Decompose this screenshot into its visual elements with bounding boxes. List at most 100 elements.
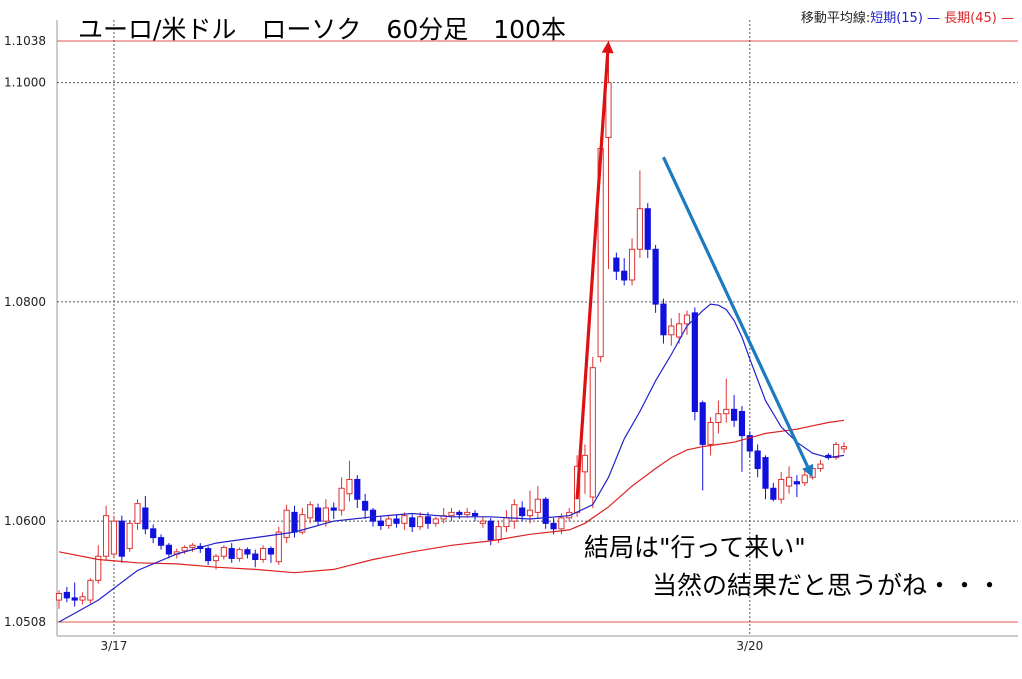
candle-body — [754, 450, 761, 470]
candle-body — [134, 503, 141, 524]
candle-body — [377, 520, 384, 527]
candle — [346, 460, 353, 502]
candle-body — [833, 443, 840, 459]
candle-body — [613, 257, 620, 272]
candle-body — [668, 325, 675, 336]
candle-body — [526, 509, 534, 517]
candle — [244, 547, 251, 559]
candle-body — [260, 548, 267, 561]
candle-body — [110, 520, 118, 555]
candle-body — [252, 553, 259, 561]
candle-body — [778, 478, 785, 500]
candle-body — [715, 413, 722, 423]
candle-body — [542, 498, 549, 524]
candle-body — [307, 504, 314, 519]
candles — [55, 41, 848, 609]
candle — [621, 258, 628, 286]
arrow-head — [601, 41, 614, 54]
y-tick-label: 1.0600 — [4, 514, 46, 528]
candle-body — [738, 411, 746, 437]
candle — [660, 298, 667, 344]
candle — [181, 545, 188, 555]
candle-body — [118, 520, 125, 557]
candle — [723, 378, 730, 423]
candle — [676, 312, 683, 344]
candle — [456, 510, 463, 519]
candle-body — [71, 597, 78, 601]
candle-body — [244, 549, 251, 555]
candle — [738, 406, 746, 472]
candle — [275, 526, 282, 565]
candle — [228, 543, 235, 563]
candle-body — [126, 522, 133, 550]
chart-frame — [56, 20, 1018, 637]
candle — [542, 497, 549, 529]
candle — [87, 578, 94, 604]
candle — [103, 505, 110, 561]
candle-body — [589, 367, 596, 498]
candle-body — [157, 537, 165, 546]
candle-body — [731, 408, 738, 421]
candle-body — [267, 548, 275, 555]
x-axis-ticks: 3/17 3/20 — [100, 639, 763, 653]
candle — [652, 244, 659, 313]
candle-body — [676, 323, 683, 338]
candle-body — [793, 481, 800, 485]
candle-body — [817, 463, 824, 470]
chart-title: ユーロ/米ドル ローソク 60分足 100本 — [78, 15, 566, 44]
candle — [793, 475, 800, 498]
candle-body — [220, 546, 227, 557]
candle-body — [495, 526, 502, 541]
candle-body — [636, 208, 643, 250]
arrow-shaft — [575, 52, 610, 500]
candle — [330, 502, 337, 519]
candle-body — [456, 511, 463, 516]
legend-short-ma: 短期(15) — [870, 11, 923, 26]
candle — [628, 238, 636, 286]
candle — [283, 504, 290, 544]
candle-body — [503, 517, 510, 528]
candle — [157, 534, 165, 550]
arrow-head — [802, 463, 813, 478]
candle-body — [87, 579, 94, 601]
candle — [110, 515, 118, 559]
candle — [417, 512, 424, 530]
candle-body — [291, 511, 298, 533]
candle-body — [550, 522, 557, 530]
trend-arrows — [575, 41, 813, 500]
candle-body — [424, 516, 432, 524]
candle-body — [746, 435, 753, 452]
long-ma-line — [58, 419, 845, 574]
candle — [519, 501, 526, 522]
candle — [778, 471, 785, 504]
candle — [746, 431, 753, 458]
candle — [785, 466, 793, 494]
candle-body — [322, 507, 329, 522]
candle — [605, 41, 612, 270]
candle-body — [691, 312, 698, 413]
y-tick-label: 1.0800 — [4, 295, 46, 309]
candle-body — [628, 248, 636, 281]
candle-body — [409, 517, 416, 528]
grid-lines — [57, 20, 1018, 636]
candle — [314, 503, 322, 526]
candle-body — [346, 478, 353, 495]
candle — [354, 475, 361, 508]
candle — [432, 516, 439, 527]
annotation-line-1: 結局は"行って来い" — [584, 533, 806, 562]
ma-legend: 移動平均線:短期(15) — 長期(45) — — [801, 7, 1014, 26]
candle-body — [79, 596, 86, 601]
candle-body — [699, 402, 706, 445]
candle — [134, 499, 141, 530]
candle-body — [519, 507, 526, 517]
candle-body — [142, 507, 149, 530]
candle — [79, 592, 86, 605]
candle — [707, 417, 714, 456]
candle-body — [471, 512, 479, 517]
candle — [817, 459, 824, 472]
candle-body — [369, 509, 377, 522]
candle — [589, 356, 596, 508]
candle-body — [212, 555, 220, 562]
candle — [471, 510, 479, 522]
